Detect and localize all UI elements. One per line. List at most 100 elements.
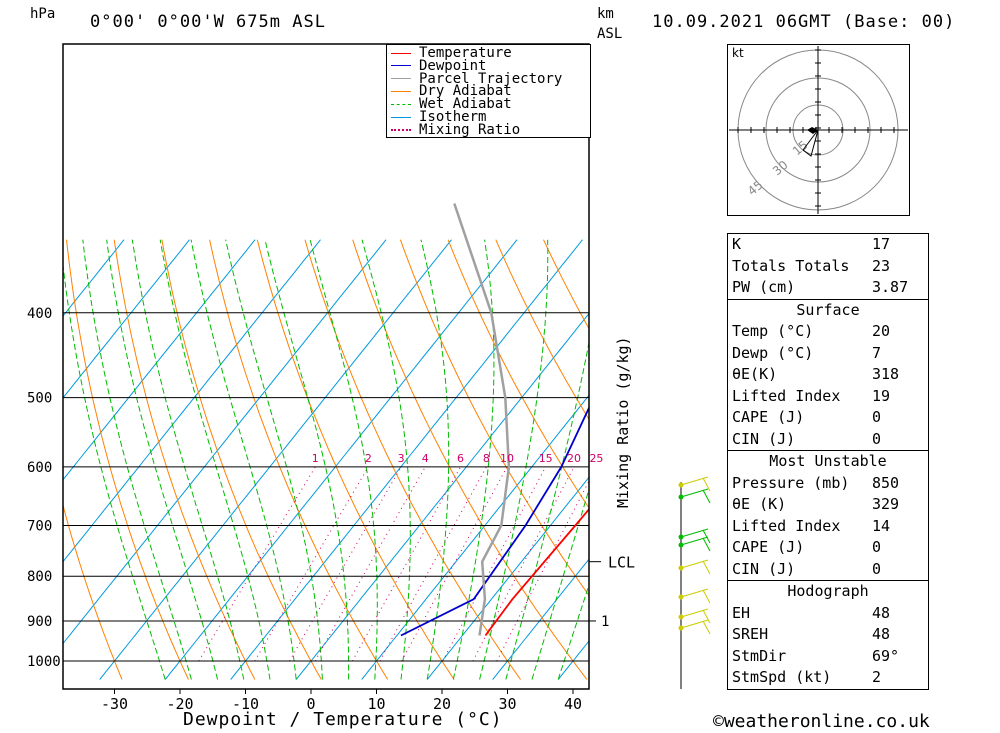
wind-barb-flag <box>702 560 711 575</box>
wind-barb-flag <box>702 477 711 492</box>
mixing-ratio-tick-label: 3 <box>398 452 405 465</box>
wet-adiabat-line <box>452 239 495 680</box>
legend-item: Temperature <box>391 45 512 61</box>
legend-item: Dry Adiabat <box>391 83 512 100</box>
legend-swatch <box>391 65 411 67</box>
mixing-ratio-tick-label: 1 <box>312 452 319 465</box>
wet-adiabat-line <box>309 239 378 680</box>
dry-adiabat-line <box>925 240 1000 680</box>
x-tick-label: 0 <box>306 695 315 713</box>
legend-item: Dewpoint <box>391 57 487 74</box>
surface-row: Lifted Index 19 <box>732 386 891 405</box>
wind-barb-flag <box>702 620 711 635</box>
dry-adiabat-line <box>973 240 1000 680</box>
legend-swatch <box>391 128 411 131</box>
pressure-tick-label: 900 <box>27 614 52 630</box>
hodo-row: StmSpd (kt) 2 <box>732 668 882 686</box>
mixing-ratio-tick-label: 25 <box>589 452 603 465</box>
height-tick-label: 1 <box>601 614 609 630</box>
legend-item: Mixing Ratio <box>391 123 520 137</box>
hodograph-unit: kt <box>732 46 744 60</box>
isotherm-line <box>164 239 518 680</box>
wet-adiabat-line <box>420 239 450 680</box>
pressure-tick-label: 700 <box>27 518 52 534</box>
isotherm-line <box>63 239 125 317</box>
legend-swatch <box>391 78 411 80</box>
most-unstable-title: Most Unstable <box>728 450 928 473</box>
mixing-ratio-tick-label: 20 <box>567 452 581 465</box>
mu-row: θE (K) 329 <box>732 495 900 513</box>
wet-adiabat-line <box>106 239 219 680</box>
legend-item: Parcel Trajectory <box>391 72 562 86</box>
x-axis-label: Dewpoint / Temperature (°C) <box>183 709 503 730</box>
datetime-label: 10.09.2021 06GMT (Base: 00) <box>652 12 956 32</box>
mixing-ratio-line <box>289 466 402 662</box>
legend-label: Dewpoint <box>419 57 487 74</box>
surface-title: Surface <box>728 298 928 322</box>
pressure-unit-label: hPa <box>30 6 56 22</box>
legend-swatch <box>391 90 411 92</box>
wind-barb-flag <box>702 609 711 624</box>
wind-barb-staff <box>680 559 709 569</box>
isotherm-line <box>63 239 190 399</box>
index-row-pw: PW (cm) 3.87 <box>732 278 909 296</box>
mu-row: CAPE (J) 0 <box>732 538 882 556</box>
lcl-label: LCL <box>608 554 635 572</box>
isotherm-line <box>99 239 452 680</box>
wind-barb-staff <box>680 488 709 498</box>
chart-grid <box>63 239 1000 680</box>
dry-adiabat-line <box>63 503 123 680</box>
mu-row: CIN (J) 0 <box>732 559 882 578</box>
wet-adiabat-line <box>505 339 589 680</box>
mixing-ratio-tick-label: 6 <box>457 452 464 465</box>
x-tick-label: -20 <box>166 695 193 713</box>
storm-motion-marker <box>802 129 819 157</box>
wind-barb-staff <box>680 476 709 486</box>
isotherm-line <box>230 239 583 680</box>
x-tick-label: 30 <box>498 695 516 713</box>
surface-row: CAPE (J) 0 <box>732 408 882 426</box>
isotherm-line <box>63 239 256 481</box>
hodograph-title: Hodograph <box>728 580 928 603</box>
wind-barb-flag <box>702 489 711 504</box>
wet-adiabat-line <box>63 261 166 680</box>
wind-barb-staff <box>680 608 709 618</box>
height-unit-asl: ASL <box>597 26 623 42</box>
mu-row: Pressure (mb) 850 <box>732 473 900 492</box>
hodograph: kt 15 30 45 <box>727 44 910 216</box>
isotherm-line <box>361 394 589 680</box>
wind-barb-staff <box>680 619 709 629</box>
isotherm-line <box>426 476 589 680</box>
legend-label: Dry Adiabat <box>419 83 512 100</box>
x-tick-label: 10 <box>367 695 385 713</box>
hodo-row: StmDir 69° <box>732 646 900 665</box>
dry-adiabat-line <box>352 239 588 680</box>
wind-barb-flag <box>702 537 711 552</box>
chart-series <box>400 203 589 637</box>
legend-label: Wet Adiabat <box>419 96 512 113</box>
series-temperature <box>484 507 589 637</box>
isotherm-line <box>492 558 589 680</box>
surface-row: Temp (°C) 20 <box>732 322 891 340</box>
x-tick-label: -30 <box>101 695 128 713</box>
dry-adiabat-line <box>399 239 589 597</box>
chart-legend: Temperature Dewpoint Parcel Trajectory Dry … <box>386 44 591 138</box>
pressure-tick-label: 400 <box>27 306 52 322</box>
x-tick-label: 20 <box>433 695 451 713</box>
dry-adiabat-line <box>113 239 256 680</box>
mixing-ratio-tick-label: 10 <box>500 452 514 465</box>
index-row-tt: Totals Totals 23 <box>732 256 891 275</box>
height-unit-km: km <box>597 6 614 22</box>
surface-row: Dewp (°C) 7 <box>732 343 882 362</box>
dry-adiabat-line <box>256 239 455 680</box>
dry-adiabat-line <box>66 239 189 680</box>
wind-barbs <box>678 476 711 635</box>
mixing-ratio-axis-label: Mixing Ratio (g/kg) <box>614 336 632 508</box>
location-label: 0°00' 0°00'W 675m ASL <box>90 12 326 32</box>
legend-label: Temperature <box>419 45 512 61</box>
mixing-ratio-tick-label: 8 <box>483 452 490 465</box>
wind-barb-flag <box>702 589 711 604</box>
wet-adiabat-line <box>159 239 271 680</box>
x-tick-label: -10 <box>232 695 259 713</box>
hodo-row: SREH 48 <box>732 625 891 643</box>
